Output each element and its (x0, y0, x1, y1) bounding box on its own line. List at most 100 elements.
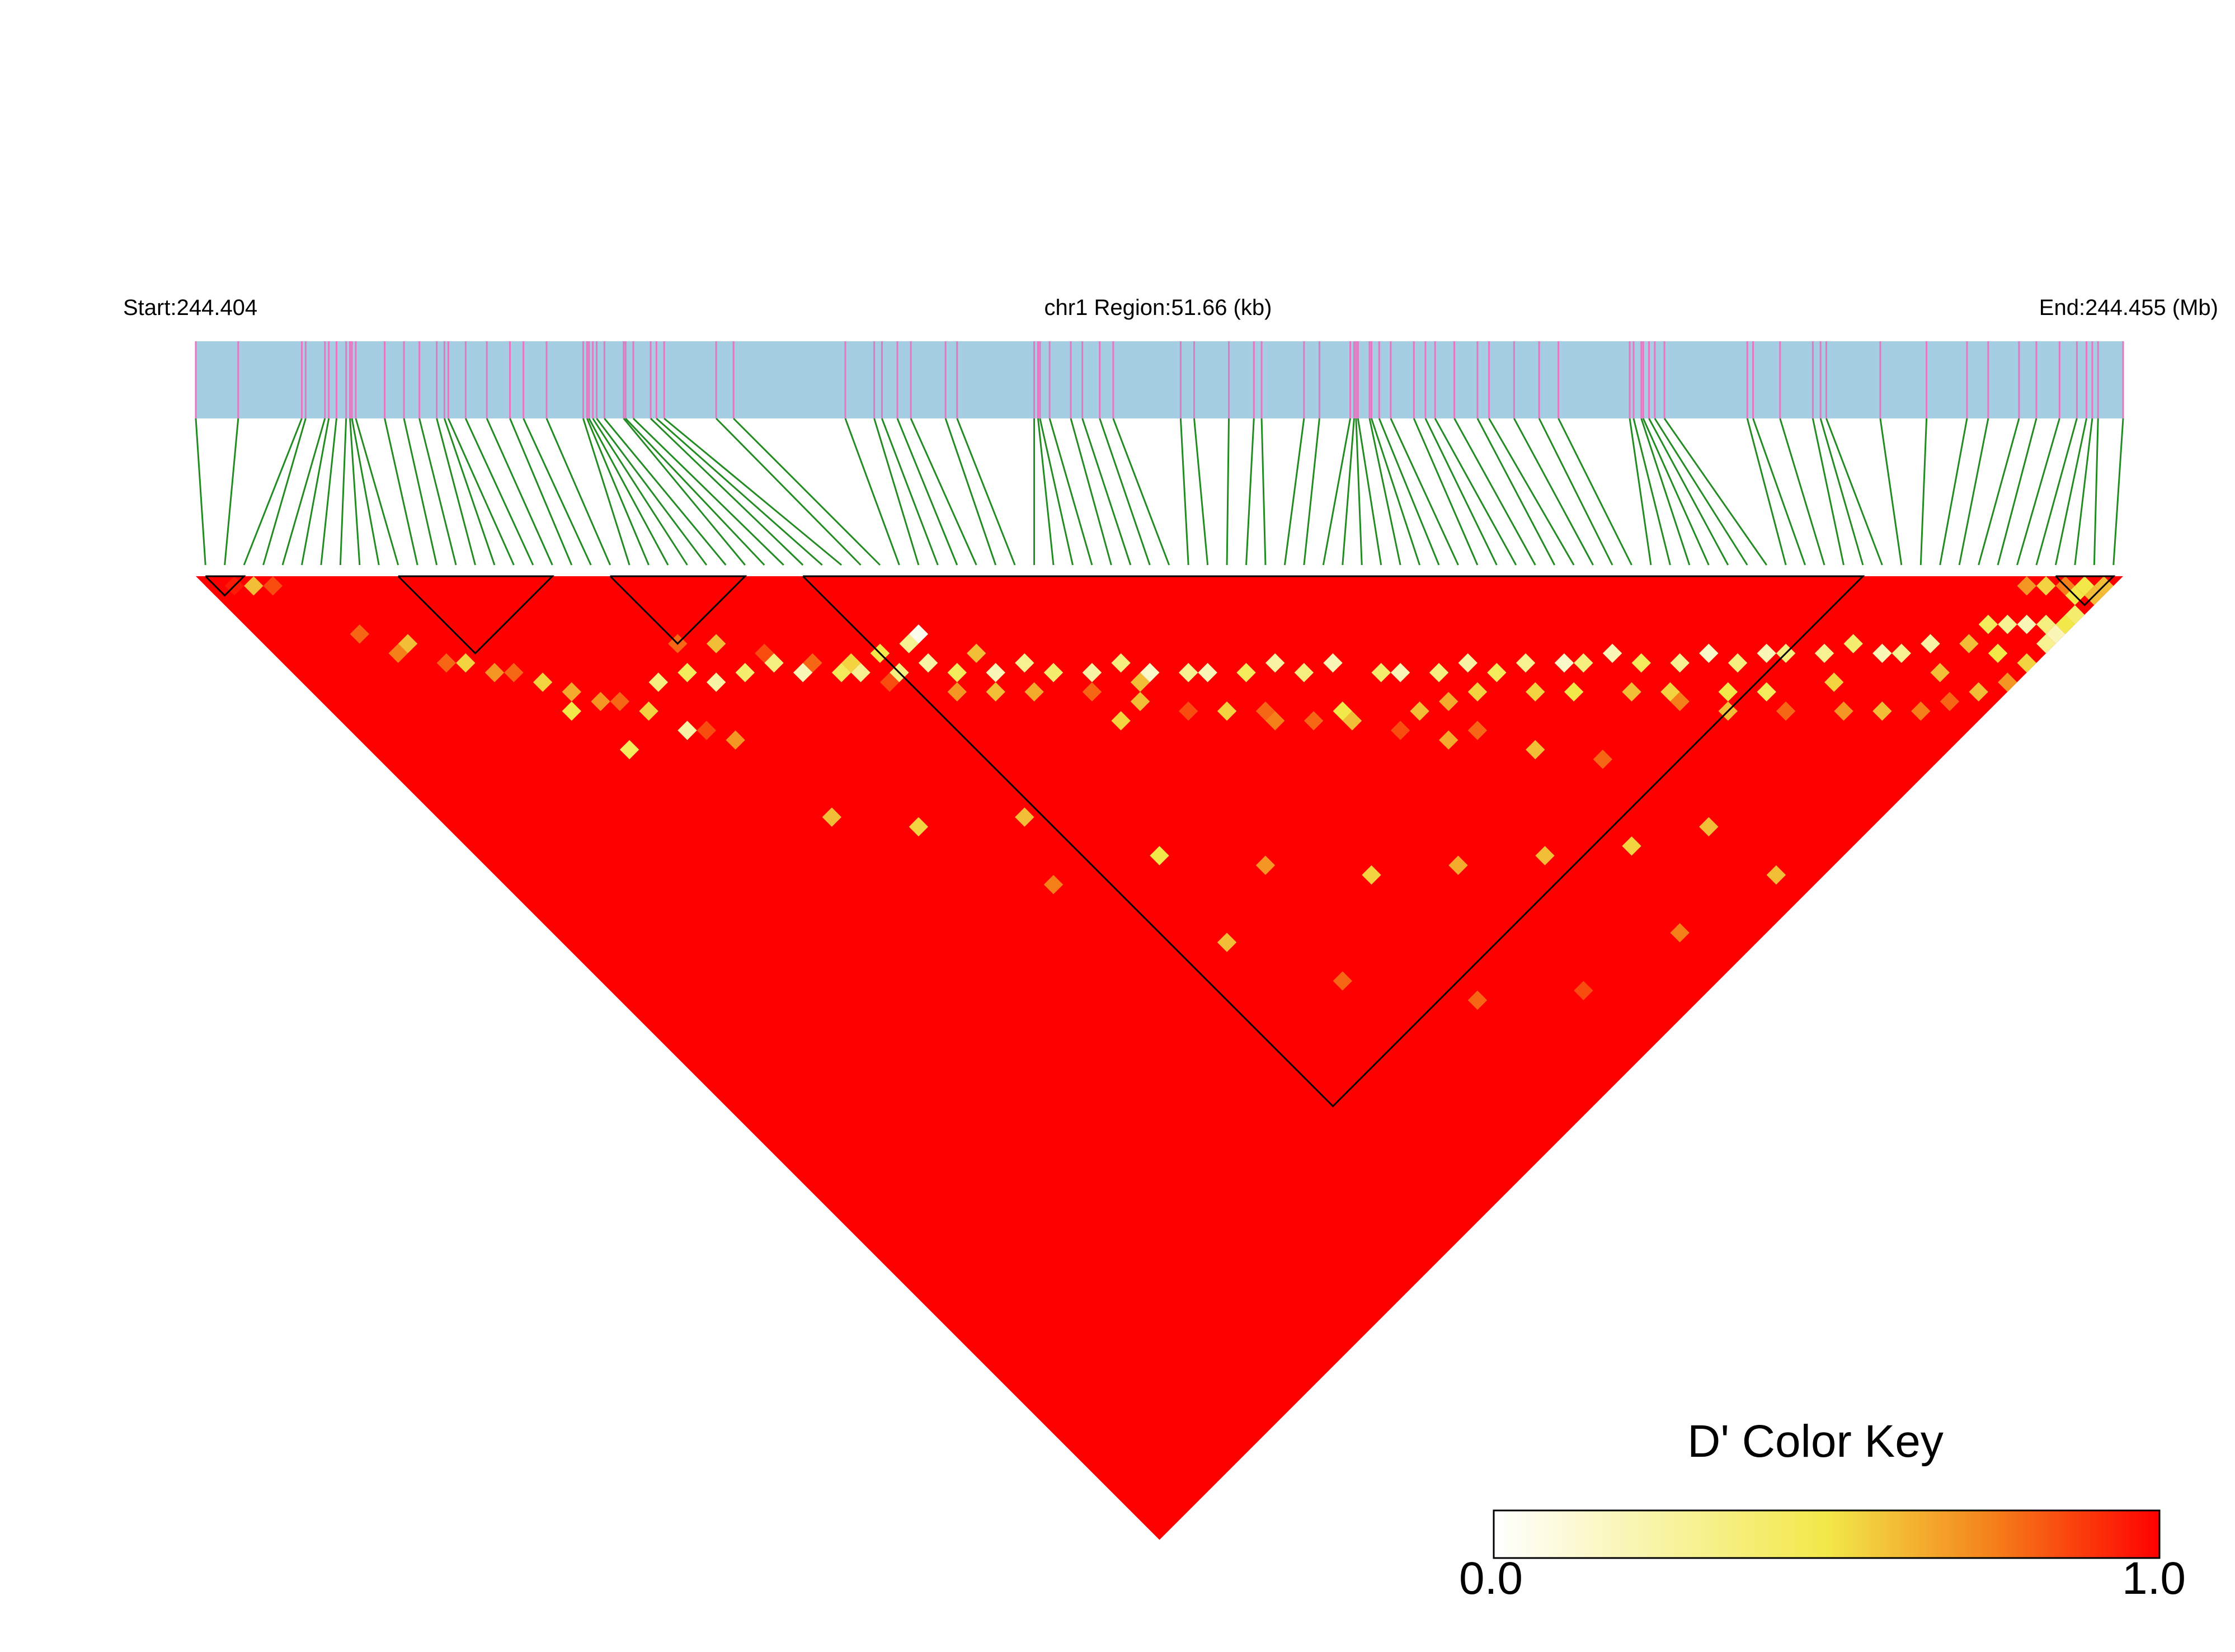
ld-cell (1246, 576, 1265, 596)
ld-cell (1747, 576, 1767, 596)
ld-cell (726, 730, 745, 750)
chromosome-region-bar (196, 341, 2123, 418)
snp-connector (349, 418, 361, 566)
ld-cell (1458, 653, 1478, 673)
ld-cell (1082, 663, 1102, 683)
snp-connector (656, 417, 823, 566)
snp-connector (1390, 418, 1459, 566)
ld-cell (1400, 576, 1420, 596)
ld-cell (1998, 672, 2017, 692)
ld-cell (1342, 576, 1362, 596)
ld-cell (1255, 701, 1276, 721)
snp-connector (1779, 418, 1825, 566)
snp-connector (881, 418, 939, 566)
ld-cell (648, 576, 669, 596)
ld-cell (1111, 711, 1131, 731)
snp-connector (403, 418, 438, 566)
ld-cell (1940, 691, 1960, 712)
snp-connector (1193, 418, 1209, 566)
ld-cell (1574, 981, 1593, 1000)
ld-cell (947, 663, 967, 683)
ld-cell (1574, 576, 1593, 596)
ld-block-outline (205, 575, 246, 597)
snp-connector (1997, 418, 2038, 566)
snp-connector (1819, 418, 1864, 566)
snp-connector (1958, 418, 1989, 566)
ld-cell (629, 576, 649, 596)
ld-cell (831, 663, 851, 683)
snp-connector (1371, 418, 1420, 566)
ld-cell (735, 663, 755, 683)
ld-cell (2017, 614, 2036, 634)
ld-cell (1757, 682, 1776, 702)
ld-cell (1342, 711, 1362, 731)
ld-cell (1824, 576, 1844, 596)
ld-cell (1111, 576, 1131, 596)
ld-cell (1786, 576, 1805, 596)
ld-cell (484, 663, 505, 683)
ld-cell (841, 576, 861, 596)
ld-cell (1304, 711, 1324, 731)
ld-cell (1670, 576, 1690, 596)
ld-cell (938, 576, 957, 596)
ld-cell (764, 576, 784, 596)
ld-cell (591, 576, 610, 596)
snp-connector (1048, 418, 1093, 566)
ld-cell (2065, 605, 2085, 625)
ld-cell (1535, 576, 1555, 596)
snp-connector (1424, 418, 1498, 566)
ld-cell (494, 576, 514, 596)
ld-cell (1410, 701, 1429, 721)
snp-connector (1245, 418, 1255, 566)
ld-cell (1535, 846, 1555, 865)
snp-connector (1368, 418, 1401, 566)
ld-cell (1891, 643, 1912, 663)
ld-cell (283, 576, 302, 596)
ld-cell (1284, 576, 1304, 596)
snp-connector (1226, 418, 1230, 566)
snp-connector (588, 418, 669, 566)
ld-cell (1323, 576, 1343, 596)
snp-connector (733, 417, 881, 566)
ld-cell (504, 663, 524, 683)
ld-cell (1766, 865, 1786, 885)
ld-cell (668, 576, 688, 596)
ld-cell (610, 691, 630, 712)
ld-block-outlines (205, 575, 2116, 1108)
snp-connector (1939, 418, 1968, 566)
ld-cell (514, 576, 533, 596)
ld-cell (1998, 614, 2017, 634)
snp-connector (2074, 418, 2093, 566)
ld-cell (1814, 643, 1834, 663)
ld-cell (1699, 817, 1719, 837)
snp-connector (1558, 418, 1632, 566)
ld-cell (1333, 971, 1352, 991)
ld-cell (1265, 653, 1285, 673)
ld-cell (1554, 653, 1574, 673)
ld-cell (677, 721, 697, 740)
ld-cell (1439, 691, 1458, 712)
ld-cell (1728, 653, 1748, 673)
snp-connector (650, 417, 804, 566)
snp-connector (300, 418, 330, 566)
snp-connector (1322, 418, 1352, 566)
snp-connector (436, 418, 476, 566)
snp-connector (604, 418, 727, 566)
snp-connector (2054, 418, 2088, 566)
ld-cell (2017, 576, 2036, 596)
snp-connector (873, 418, 920, 566)
snp-connector (1538, 418, 1613, 566)
ld-cell (899, 634, 919, 653)
ld-cell (456, 653, 476, 673)
ld-cell (475, 576, 495, 596)
ld-block-outline (802, 575, 1865, 1108)
ld-cell (1265, 576, 1285, 596)
ld-cell (1207, 576, 1227, 596)
snp-connector (1081, 418, 1132, 566)
snp-connector (1378, 418, 1440, 566)
ld-cell (1872, 701, 1892, 721)
ld-cell (803, 653, 822, 673)
ld-cell (1140, 663, 1160, 683)
snp-connector (2112, 418, 2124, 566)
